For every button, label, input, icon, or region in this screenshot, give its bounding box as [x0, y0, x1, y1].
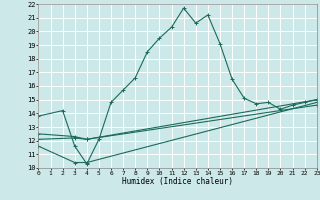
- X-axis label: Humidex (Indice chaleur): Humidex (Indice chaleur): [122, 177, 233, 186]
